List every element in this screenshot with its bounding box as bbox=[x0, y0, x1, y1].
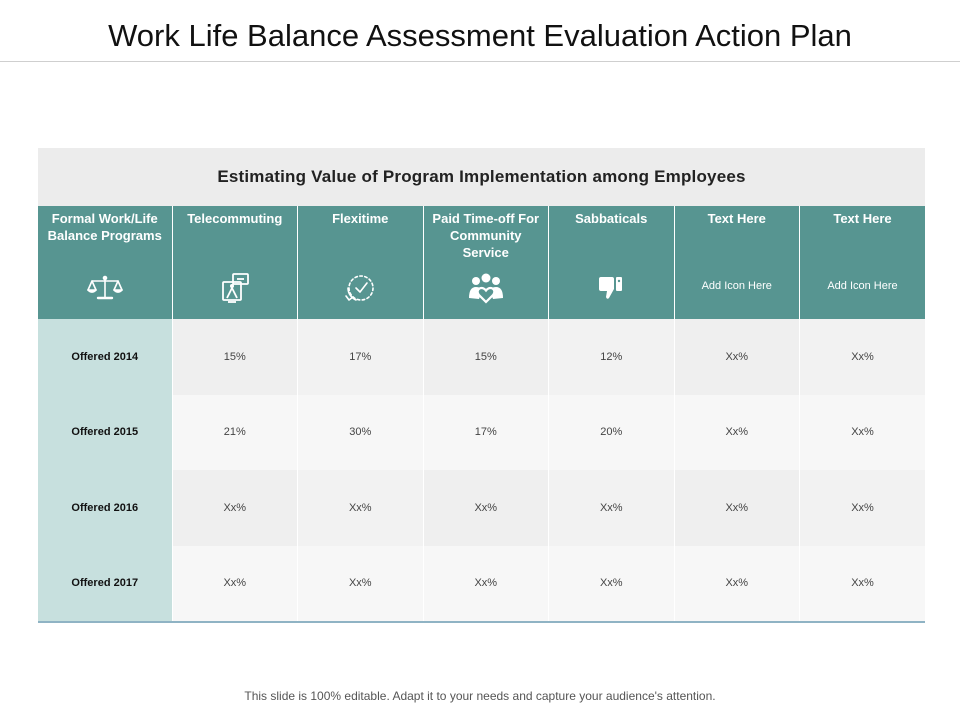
add-icon-placeholder: Add Icon Here bbox=[701, 280, 772, 292]
table-bottom-divider bbox=[38, 621, 925, 623]
column-header-label: Text Here bbox=[707, 211, 766, 226]
column-header-row: Formal Work/Life Balance Programs bbox=[38, 206, 925, 319]
table-cell: Xx% bbox=[297, 545, 423, 621]
table-cell: Xx% bbox=[799, 470, 925, 546]
table-cell: Xx% bbox=[799, 545, 925, 621]
thumbs-down-icon bbox=[549, 272, 674, 304]
table-row: Offered 2016 Xx% Xx% Xx% Xx% Xx% Xx% bbox=[38, 470, 925, 546]
table-cell: 12% bbox=[548, 319, 674, 395]
clock-check-icon bbox=[298, 272, 423, 304]
table-cell: 15% bbox=[171, 319, 298, 395]
table-cell: Xx% bbox=[171, 545, 298, 621]
program-value-table: Estimating Value of Program Implementati… bbox=[38, 148, 925, 623]
table-cell: Xx% bbox=[297, 470, 423, 546]
column-header-sabbaticals: Sabbaticals bbox=[548, 206, 674, 319]
column-header-label: Text Here bbox=[833, 211, 892, 226]
table-cell: Xx% bbox=[799, 319, 925, 395]
table-cell: 21% bbox=[171, 394, 298, 470]
column-header-telecommuting: Telecommuting bbox=[171, 206, 298, 319]
table-cell: Xx% bbox=[548, 470, 674, 546]
table-cell: Xx% bbox=[422, 545, 549, 621]
table-cell: 30% bbox=[297, 394, 423, 470]
community-heart-icon bbox=[424, 272, 549, 304]
row-label: Offered 2017 bbox=[38, 545, 172, 621]
table-cell: Xx% bbox=[548, 545, 674, 621]
telecommuting-icon bbox=[173, 272, 298, 304]
add-icon-placeholder: Add Icon Here bbox=[827, 280, 898, 292]
table-cell: Xx% bbox=[799, 394, 925, 470]
column-header-label: Paid Time-off For Community Service bbox=[432, 211, 540, 260]
table-cell: Xx% bbox=[673, 470, 800, 546]
column-header-flexitime: Flexitime bbox=[297, 206, 423, 319]
column-header-formal-programs: Formal Work/Life Balance Programs bbox=[38, 206, 172, 319]
column-header-text-here-2: Text Here Add Icon Here bbox=[799, 206, 925, 319]
table-heading: Estimating Value of Program Implementati… bbox=[38, 148, 925, 206]
column-header-label: Flexitime bbox=[332, 211, 389, 226]
table-row: Offered 2014 15% 17% 15% 12% Xx% Xx% bbox=[38, 319, 925, 395]
table-cell: Xx% bbox=[422, 470, 549, 546]
column-header-label: Formal Work/Life Balance Programs bbox=[47, 211, 162, 243]
table-cell: Xx% bbox=[171, 470, 298, 546]
table-cell: 15% bbox=[422, 319, 549, 395]
title-divider bbox=[0, 61, 960, 62]
table-row: Offered 2017 Xx% Xx% Xx% Xx% Xx% Xx% bbox=[38, 545, 925, 621]
column-header-paid-time-off: Paid Time-off For Community Service bbox=[422, 206, 549, 319]
column-header-label: Telecommuting bbox=[187, 211, 283, 226]
table-cell: 17% bbox=[297, 319, 423, 395]
table-cell: Xx% bbox=[673, 545, 800, 621]
table-row: Offered 2015 21% 30% 17% 20% Xx% Xx% bbox=[38, 394, 925, 470]
program-grid: Formal Work/Life Balance Programs bbox=[38, 206, 925, 621]
table-cell: Xx% bbox=[673, 319, 800, 395]
table-cell: Xx% bbox=[673, 394, 800, 470]
row-label: Offered 2014 bbox=[38, 319, 172, 395]
row-label: Offered 2015 bbox=[38, 394, 172, 470]
column-header-label: Sabbaticals bbox=[575, 211, 648, 226]
table-cell: 17% bbox=[422, 394, 549, 470]
row-label: Offered 2016 bbox=[38, 470, 172, 546]
table-cell: 20% bbox=[548, 394, 674, 470]
scales-icon bbox=[38, 272, 172, 304]
slide-title: Work Life Balance Assessment Evaluation … bbox=[108, 18, 852, 53]
slide-footer: This slide is 100% editable. Adapt it to… bbox=[244, 689, 716, 703]
column-header-text-here-1: Text Here Add Icon Here bbox=[673, 206, 800, 319]
